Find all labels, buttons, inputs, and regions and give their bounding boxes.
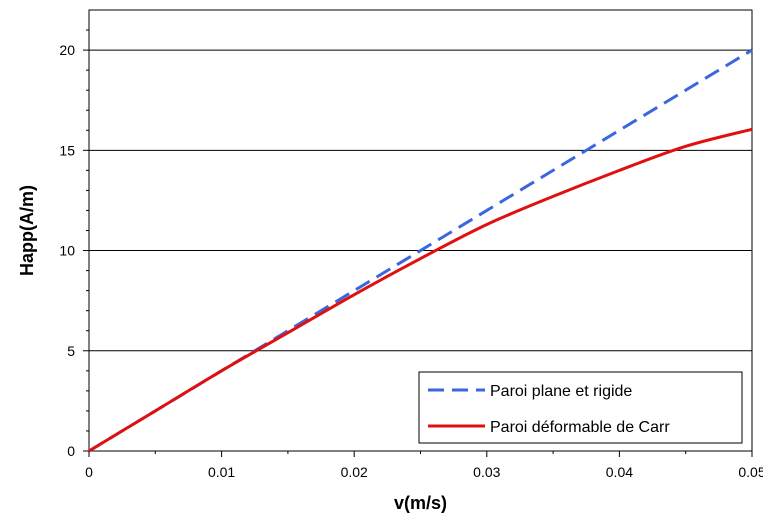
legend-entry-carr: Paroi déformable de Carr [490, 419, 670, 436]
x-tick-label: 0.05 [738, 464, 763, 480]
series-line-carr [88, 127, 753, 453]
y-tick-label: 0 [67, 443, 75, 459]
x-axis-title: v(m/s) [394, 493, 447, 513]
y-axis-title: Happ(A/m) [17, 185, 37, 276]
legend-entry-rigid: Paroi plane et rigide [490, 383, 632, 400]
series-lines [88, 48, 753, 453]
legend-box [418, 371, 743, 444]
x-tick-label: 0.04 [606, 464, 633, 480]
y-tick-label: 5 [67, 343, 75, 359]
x-tick-label: 0 [85, 464, 93, 480]
legend: Paroi plane et rigide Paroi déformable d… [418, 371, 743, 444]
grid-lines [89, 49, 752, 352]
axis-ticks: 0 5 10 15 20 0 0.01 0.02 0.03 0.04 0.05 [59, 29, 763, 480]
x-tick-label: 0.02 [341, 464, 368, 480]
y-tick-label: 15 [59, 142, 75, 158]
x-tick-label: 0.01 [208, 464, 235, 480]
x-tick-label: 0.03 [473, 464, 500, 480]
y-tick-label: 10 [59, 243, 75, 259]
y-tick-label: 20 [59, 42, 75, 58]
